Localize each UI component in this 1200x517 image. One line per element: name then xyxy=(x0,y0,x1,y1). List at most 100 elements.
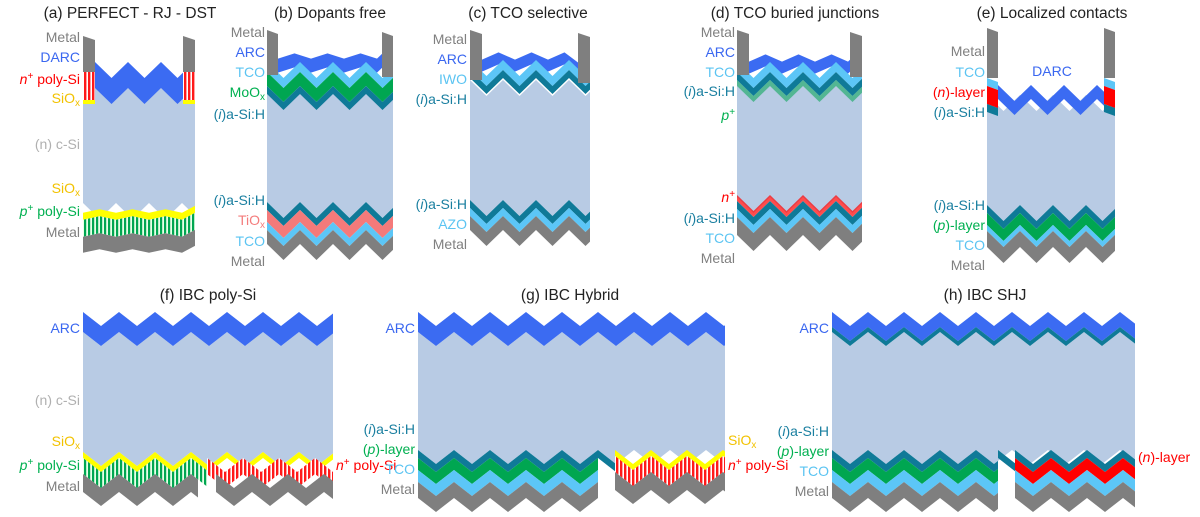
label-tco: TCO xyxy=(955,64,985,80)
label-metal: Metal xyxy=(231,253,265,269)
a-si-h-layer xyxy=(987,104,998,116)
label-n-poly-si: n+ poly-Si xyxy=(336,457,396,473)
panel-title: (c) TCO selective xyxy=(468,5,587,22)
arc-layer xyxy=(418,312,725,346)
label-p-layer: (p)-layer xyxy=(363,441,415,457)
tco-layer xyxy=(418,470,598,496)
label-a-si-h: (i)a-Si:H xyxy=(214,106,265,122)
panel-h: (h) IBC SHJ ARC (i)a-Si:H (p)-layer TCO … xyxy=(777,287,1191,499)
tco-layer xyxy=(987,225,1115,247)
metal-finger xyxy=(267,30,278,75)
metal-layer xyxy=(470,216,590,246)
a-si-h-layer xyxy=(987,205,1115,229)
panel-title: (g) IBC Hybrid xyxy=(521,287,619,304)
label-n-plus: n+ xyxy=(721,189,735,205)
a-si-h-layer xyxy=(737,72,862,96)
metal-layer xyxy=(216,474,333,506)
p-poly-si-layer xyxy=(83,458,207,488)
tco-layer xyxy=(267,222,393,246)
label-metal: Metal xyxy=(231,24,265,40)
a-si-h-layer xyxy=(470,200,590,224)
label-arc: ARC xyxy=(705,44,735,60)
n-poly-si-layer xyxy=(183,72,195,100)
label-metal: Metal xyxy=(795,483,829,499)
a-si-h-layer xyxy=(998,450,1015,472)
arc-layer xyxy=(83,312,333,346)
label-n-poly-si: n+ poly-Si xyxy=(728,457,788,473)
p-layer xyxy=(987,213,1115,241)
panel-c: (c) TCO selective Metal ARC IWO (i)a-Si:… xyxy=(416,5,588,252)
label-metal: Metal xyxy=(433,236,467,252)
label-siox: SiOx xyxy=(52,90,80,109)
label-arc: ARC xyxy=(50,320,80,336)
a-si-h-layer xyxy=(737,201,862,225)
n-plus-layer xyxy=(737,195,862,217)
c-si-wafer xyxy=(737,80,862,213)
label-metal: Metal xyxy=(951,257,985,273)
iwo-layer xyxy=(470,60,590,86)
siox-layer xyxy=(183,100,195,104)
n-poly-si-layer xyxy=(83,72,95,100)
metal-layer xyxy=(737,217,862,251)
panel-title: (h) IBC SHJ xyxy=(944,287,1027,304)
n-poly-si-layer xyxy=(615,456,725,486)
c-si-wafer xyxy=(832,332,1135,464)
panel-title: (b) Dopants free xyxy=(274,5,386,22)
metal-finger xyxy=(578,33,590,83)
tco-layer xyxy=(737,209,862,233)
tiox-layer xyxy=(267,210,393,238)
siox-layer xyxy=(615,450,725,470)
panel-f: (f) IBC poly-Si ARC (n) c-Si SiOx p+ pol… xyxy=(19,287,397,494)
label-p-poly-si: p+ poly-Si xyxy=(19,457,80,473)
label-metal: Metal xyxy=(951,43,985,59)
panel-title: (d) TCO buried junctions xyxy=(711,5,880,22)
label-darc: DARC xyxy=(40,49,80,65)
label-tiox: TiOx xyxy=(238,212,265,231)
metal-finger xyxy=(1104,28,1115,78)
label-metal: Metal xyxy=(381,481,415,497)
metal-finger xyxy=(737,30,749,75)
label-n-layer: (n)-layer xyxy=(933,84,985,100)
label-arc: ARC xyxy=(385,320,415,336)
label-siox: SiOx xyxy=(52,180,80,199)
metal-layer xyxy=(615,472,725,504)
label-tco: TCO xyxy=(799,463,829,479)
label-a-si-h: (i)a-Si:H xyxy=(364,421,415,437)
tco-layer xyxy=(1015,470,1135,496)
c-si-wafer xyxy=(470,80,590,216)
label-a-si-h: (i)a-Si:H xyxy=(416,91,467,107)
metal-finger xyxy=(850,32,862,77)
label-c-si: (n) c-Si xyxy=(35,392,80,408)
metal-layer xyxy=(83,229,195,253)
p-layer xyxy=(418,458,598,484)
label-n-layer: (n)-layer xyxy=(1138,449,1190,465)
panel-b: (b) Dopants free Metal ARC TCO MoOx (i)a… xyxy=(214,5,386,269)
a-si-h-layer xyxy=(1104,104,1115,116)
layer-shapes xyxy=(83,28,1135,512)
label-a-si-h: (i)a-Si:H xyxy=(934,104,985,120)
label-p-poly-si: p+ poly-Si xyxy=(19,203,80,219)
label-a-si-h: (i)a-Si:H xyxy=(684,210,735,226)
panel-a: (a) PERFECT - RJ - DST Metal DARC n+ pol… xyxy=(19,5,217,240)
metal-layer xyxy=(987,231,1115,263)
label-n-poly-si: n+ poly-Si xyxy=(20,71,80,87)
label-metal: Metal xyxy=(433,31,467,47)
metal-finger xyxy=(382,32,393,77)
c-si-wafer xyxy=(83,332,333,466)
siox-layer xyxy=(83,100,95,104)
c-si-wafer xyxy=(267,90,393,218)
label-metal: Metal xyxy=(46,224,80,240)
label-arc: ARC xyxy=(799,320,829,336)
metal-finger xyxy=(83,36,95,72)
metal-layer xyxy=(1015,482,1135,512)
siox-layer xyxy=(83,205,195,220)
label-moox: MoOx xyxy=(230,84,265,103)
moox-layer xyxy=(267,72,393,102)
azo-layer xyxy=(470,208,590,232)
label-a-si-h: (i)a-Si:H xyxy=(684,83,735,99)
darc-layer xyxy=(95,62,183,104)
panel-title: (e) Localized contacts xyxy=(977,5,1128,22)
label-p-plus: p+ xyxy=(720,107,735,123)
a-si-h-layer xyxy=(470,70,590,94)
a-si-h-layer xyxy=(1015,450,1135,472)
